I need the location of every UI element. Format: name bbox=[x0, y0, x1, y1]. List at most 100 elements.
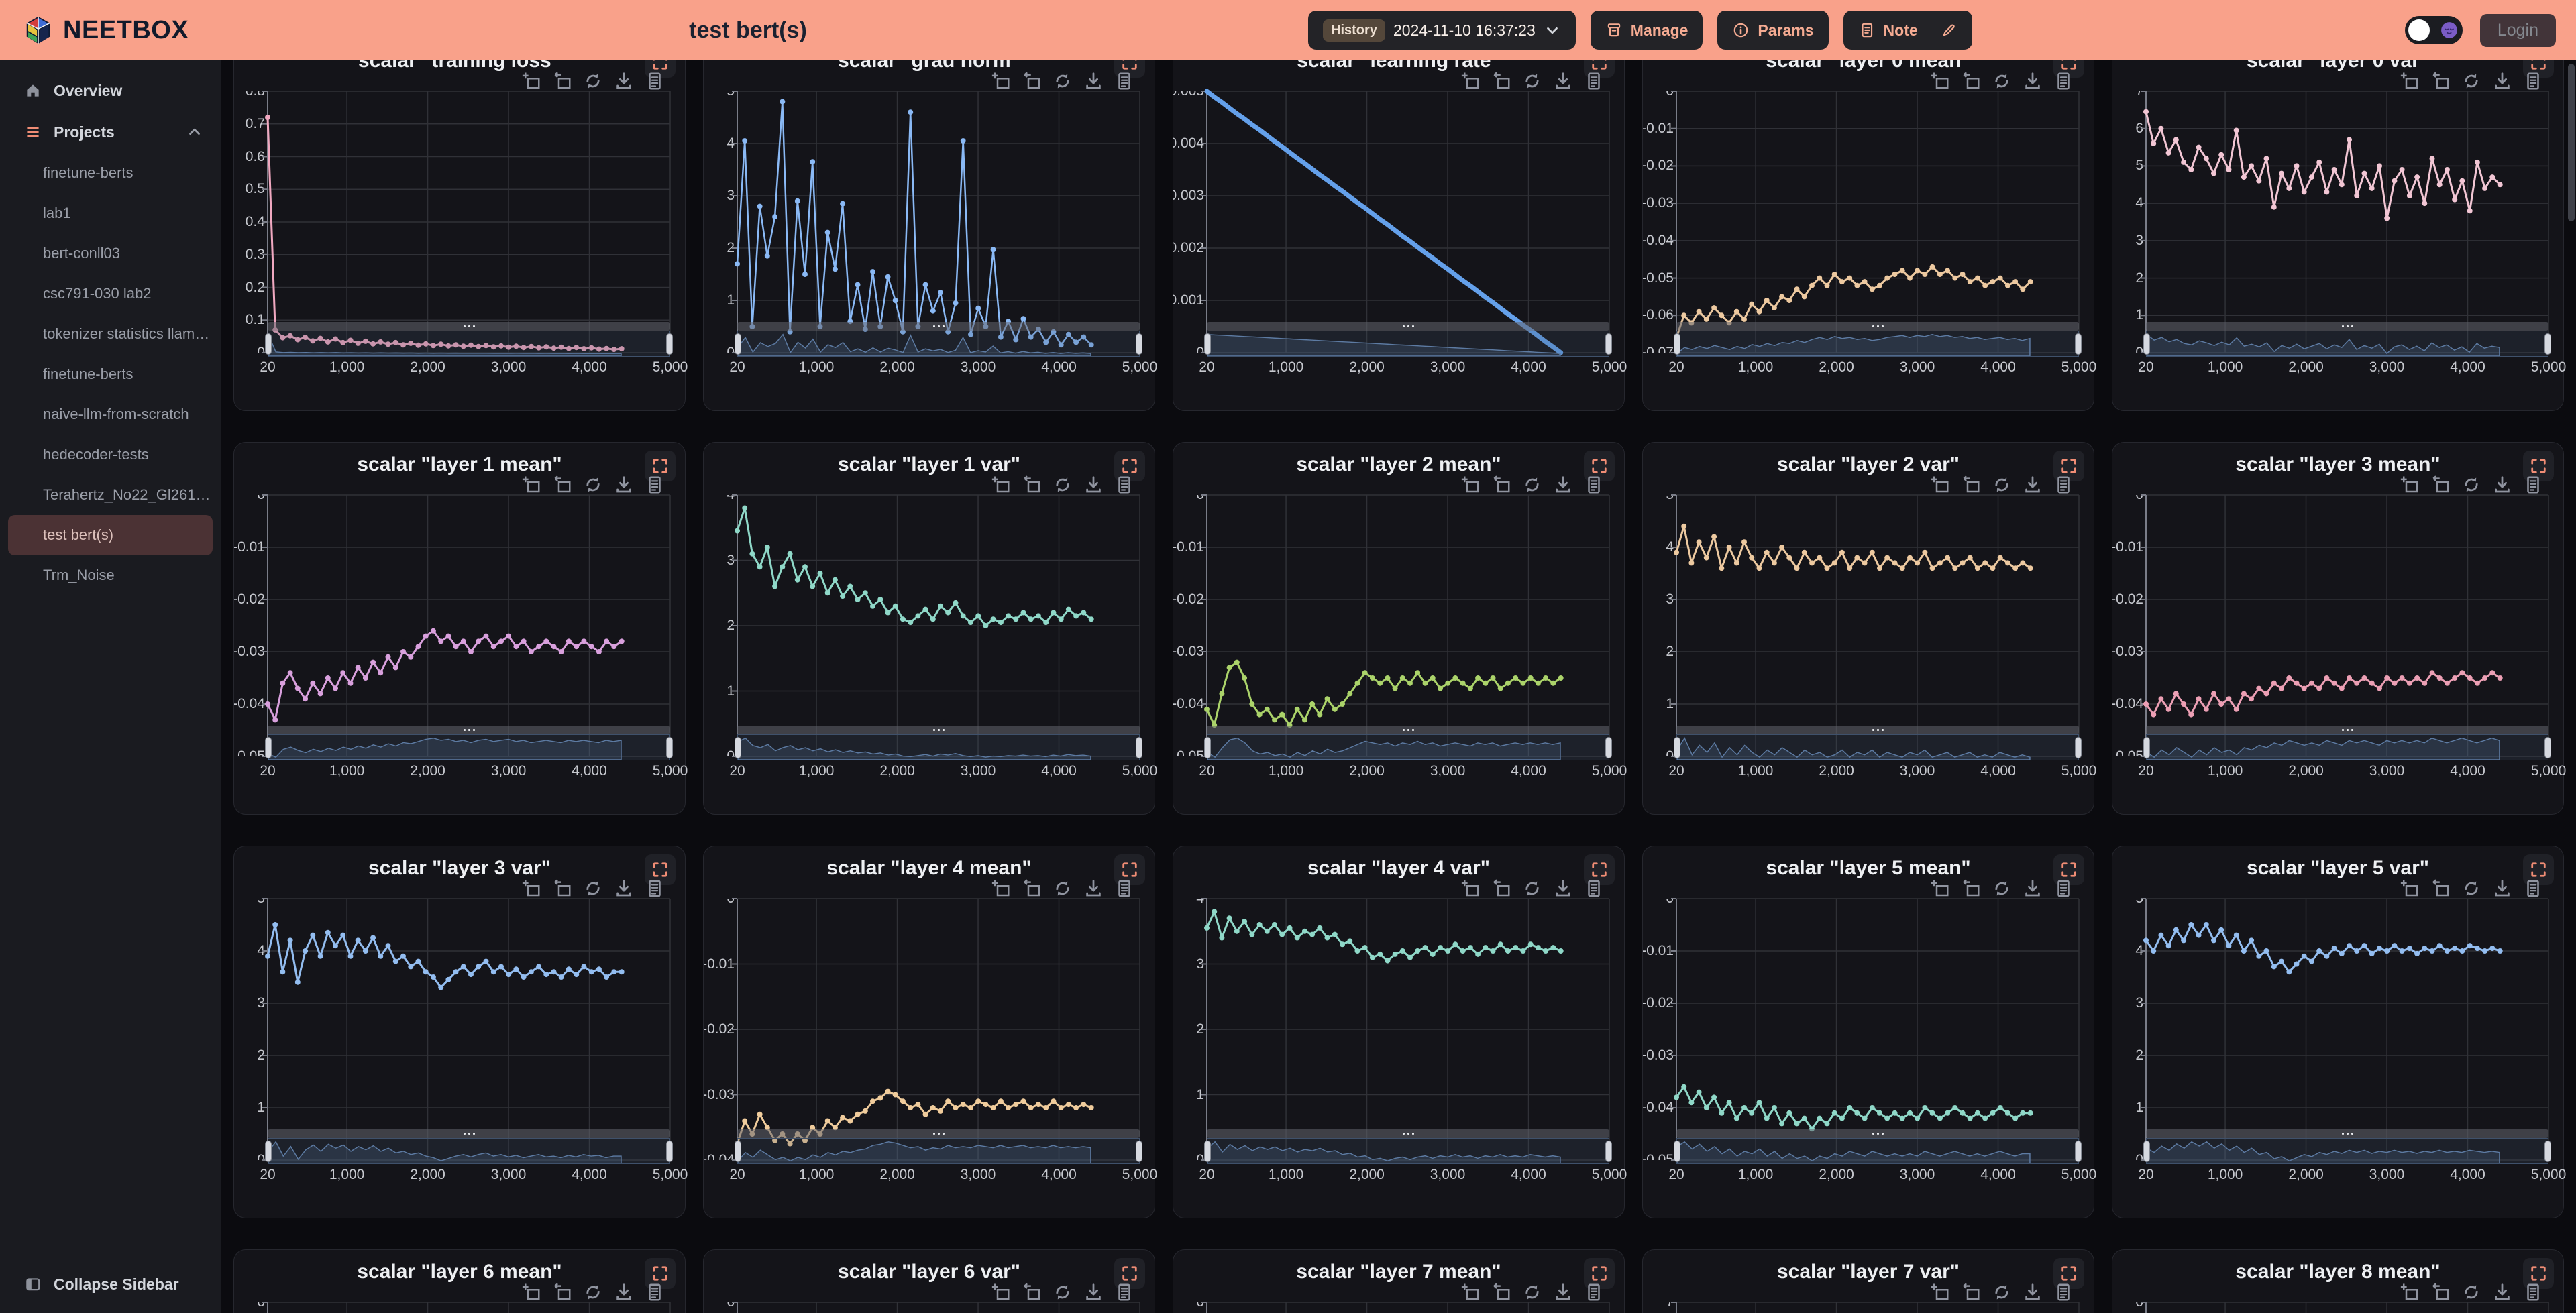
collapse-sidebar-button[interactable]: Collapse Sidebar bbox=[0, 1263, 221, 1305]
manage-button[interactable]: Manage bbox=[1590, 11, 1703, 50]
datazoom-slider[interactable] bbox=[735, 1129, 1142, 1164]
expand-button[interactable] bbox=[1584, 1258, 1615, 1289]
data-view-icon[interactable] bbox=[645, 71, 665, 91]
restore-icon[interactable] bbox=[583, 1282, 603, 1302]
restore-icon[interactable] bbox=[1992, 475, 2012, 495]
datazoom-grip[interactable] bbox=[1207, 322, 1609, 331]
datazoom-slider[interactable] bbox=[2143, 726, 2551, 760]
data-view-icon[interactable] bbox=[1584, 1282, 1604, 1302]
data-zoom-icon[interactable] bbox=[991, 475, 1011, 495]
datazoom-grip[interactable] bbox=[2146, 322, 2548, 331]
save-image-icon[interactable] bbox=[1553, 878, 1573, 899]
expand-button[interactable] bbox=[2523, 451, 2554, 481]
datazoom-track[interactable] bbox=[265, 734, 673, 760]
save-image-icon[interactable] bbox=[2023, 878, 2043, 899]
save-image-icon[interactable] bbox=[1083, 878, 1104, 899]
datazoom-handle-left[interactable] bbox=[265, 1140, 272, 1162]
datazoom-handle-right[interactable] bbox=[2544, 736, 2551, 758]
data-zoom-icon[interactable] bbox=[1930, 878, 1950, 899]
expand-button[interactable] bbox=[2523, 854, 2554, 885]
expand-button[interactable] bbox=[645, 451, 676, 481]
datazoom-slider[interactable] bbox=[1204, 322, 1612, 357]
data-zoom-icon[interactable] bbox=[2400, 475, 2420, 495]
datazoom-handle-left[interactable] bbox=[2143, 736, 2150, 758]
datazoom-grip[interactable] bbox=[2146, 1129, 2548, 1138]
datazoom-slider[interactable] bbox=[265, 726, 673, 760]
datazoom-slider[interactable] bbox=[2143, 322, 2551, 357]
datazoom-handle-right[interactable] bbox=[666, 736, 673, 758]
sidebar-item-project[interactable]: naive-llm-from-scratch bbox=[43, 406, 189, 422]
expand-button[interactable] bbox=[2053, 854, 2084, 885]
restore-icon[interactable] bbox=[583, 71, 603, 91]
save-image-icon[interactable] bbox=[614, 475, 634, 495]
zoom-reset-icon[interactable] bbox=[552, 878, 572, 899]
datazoom-slider[interactable] bbox=[1674, 322, 2082, 357]
data-view-icon[interactable] bbox=[2053, 71, 2074, 91]
datazoom-grip[interactable] bbox=[737, 726, 1140, 734]
data-zoom-icon[interactable] bbox=[2400, 71, 2420, 91]
data-zoom-icon[interactable] bbox=[1460, 1282, 1481, 1302]
zoom-reset-icon[interactable] bbox=[2430, 475, 2451, 495]
zoom-reset-icon[interactable] bbox=[1491, 1282, 1511, 1302]
data-zoom-icon[interactable] bbox=[1930, 1282, 1950, 1302]
datazoom-slider[interactable] bbox=[1204, 1129, 1612, 1164]
sidebar-item-project[interactable]: csc791-030 lab2 bbox=[43, 285, 152, 302]
datazoom-handle-right[interactable] bbox=[666, 333, 673, 355]
save-image-icon[interactable] bbox=[2492, 71, 2512, 91]
datazoom-handle-right[interactable] bbox=[1605, 736, 1612, 758]
datazoom-track[interactable] bbox=[1674, 734, 2082, 760]
datazoom-grip[interactable] bbox=[268, 726, 670, 734]
restore-icon[interactable] bbox=[2461, 475, 2481, 495]
save-image-icon[interactable] bbox=[614, 878, 634, 899]
datazoom-handle-right[interactable] bbox=[2544, 1140, 2551, 1162]
datazoom-grip[interactable] bbox=[2146, 726, 2548, 734]
data-zoom-icon[interactable] bbox=[2400, 878, 2420, 899]
datazoom-handle-left[interactable] bbox=[1674, 1140, 1680, 1162]
datazoom-handle-left[interactable] bbox=[2143, 333, 2150, 355]
zoom-reset-icon[interactable] bbox=[1491, 878, 1511, 899]
data-view-icon[interactable] bbox=[1584, 475, 1604, 495]
data-view-icon[interactable] bbox=[2053, 475, 2074, 495]
data-view-icon[interactable] bbox=[2523, 1282, 2543, 1302]
save-image-icon[interactable] bbox=[614, 1282, 634, 1302]
sidebar-item-project[interactable]: bert-conll03 bbox=[43, 245, 120, 262]
data-zoom-icon[interactable] bbox=[1460, 475, 1481, 495]
zoom-reset-icon[interactable] bbox=[552, 475, 572, 495]
expand-button[interactable] bbox=[2523, 1258, 2554, 1289]
brand[interactable]: NEETBOX bbox=[23, 15, 189, 46]
datazoom-handle-right[interactable] bbox=[2075, 736, 2082, 758]
zoom-reset-icon[interactable] bbox=[2430, 1282, 2451, 1302]
expand-button[interactable] bbox=[2053, 1258, 2084, 1289]
save-image-icon[interactable] bbox=[1083, 1282, 1104, 1302]
restore-icon[interactable] bbox=[1053, 878, 1073, 899]
restore-icon[interactable] bbox=[2461, 71, 2481, 91]
restore-icon[interactable] bbox=[1053, 475, 1073, 495]
sidebar-item-projects[interactable]: Projects bbox=[0, 111, 221, 153]
restore-icon[interactable] bbox=[2461, 878, 2481, 899]
datazoom-grip[interactable] bbox=[268, 1129, 670, 1138]
datazoom-track[interactable] bbox=[735, 331, 1142, 357]
zoom-reset-icon[interactable] bbox=[1022, 71, 1042, 91]
data-zoom-icon[interactable] bbox=[521, 1282, 541, 1302]
datazoom-slider[interactable] bbox=[265, 1129, 673, 1164]
sidebar-item-project[interactable]: tokenizer statistics llama... bbox=[43, 325, 213, 342]
restore-icon[interactable] bbox=[1522, 1282, 1542, 1302]
theme-toggle[interactable] bbox=[2404, 16, 2463, 44]
data-view-icon[interactable] bbox=[2523, 475, 2543, 495]
data-zoom-icon[interactable] bbox=[1930, 71, 1950, 91]
datazoom-grip[interactable] bbox=[1207, 1129, 1609, 1138]
restore-icon[interactable] bbox=[1992, 878, 2012, 899]
datazoom-handle-right[interactable] bbox=[1136, 333, 1142, 355]
save-image-icon[interactable] bbox=[1083, 475, 1104, 495]
data-zoom-icon[interactable] bbox=[1930, 475, 1950, 495]
sidebar-item-project[interactable]: lab1 bbox=[43, 205, 71, 221]
datazoom-grip[interactable] bbox=[1676, 322, 2079, 331]
datazoom-handle-left[interactable] bbox=[735, 736, 741, 758]
data-zoom-icon[interactable] bbox=[991, 878, 1011, 899]
datazoom-handle-right[interactable] bbox=[666, 1140, 673, 1162]
zoom-reset-icon[interactable] bbox=[552, 1282, 572, 1302]
datazoom-handle-left[interactable] bbox=[735, 333, 741, 355]
expand-button[interactable] bbox=[645, 854, 676, 885]
datazoom-track[interactable] bbox=[735, 1138, 1142, 1164]
datazoom-track[interactable] bbox=[265, 331, 673, 357]
